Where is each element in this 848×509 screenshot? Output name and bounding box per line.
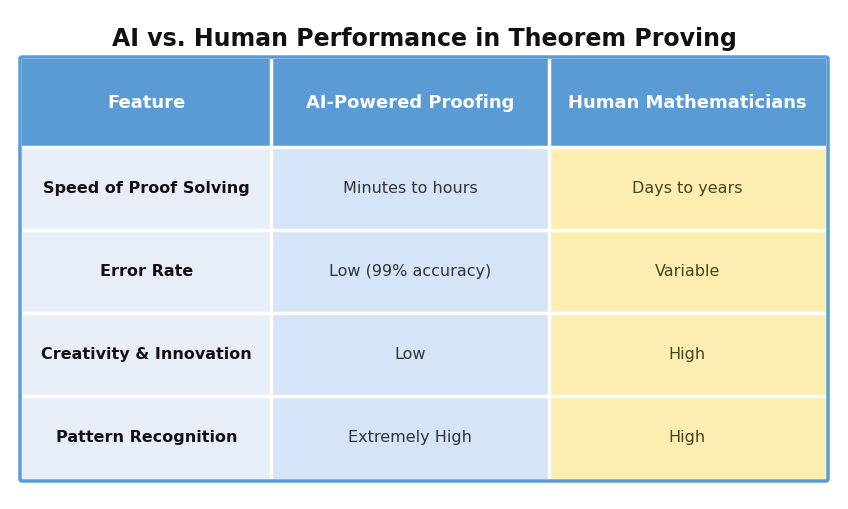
Bar <box>22 59 271 147</box>
Text: AI-Powered Proofing: AI-Powered Proofing <box>306 94 514 112</box>
Bar <box>549 396 826 479</box>
Text: AI vs. Human Performance in Theorem Proving: AI vs. Human Performance in Theorem Prov… <box>112 27 736 51</box>
Text: Variable: Variable <box>655 264 720 279</box>
Text: High: High <box>669 347 706 362</box>
Bar <box>22 396 271 479</box>
Text: Human Mathematicians: Human Mathematicians <box>568 94 806 112</box>
Text: Error Rate: Error Rate <box>100 264 193 279</box>
Text: Pattern Recognition: Pattern Recognition <box>56 430 237 445</box>
Bar <box>271 396 549 479</box>
Text: Feature: Feature <box>108 94 186 112</box>
Text: Days to years: Days to years <box>632 181 743 196</box>
Bar <box>22 230 271 313</box>
Text: Low: Low <box>394 347 426 362</box>
Bar <box>549 59 826 147</box>
Bar <box>549 147 826 230</box>
Bar <box>271 59 549 147</box>
Text: High: High <box>669 430 706 445</box>
Bar <box>271 313 549 396</box>
Bar <box>549 313 826 396</box>
Text: Minutes to hours: Minutes to hours <box>343 181 477 196</box>
Bar <box>271 147 549 230</box>
Bar <box>22 313 271 396</box>
Text: Extremely High: Extremely High <box>348 430 471 445</box>
Text: Creativity & Innovation: Creativity & Innovation <box>42 347 252 362</box>
Text: Low (99% accuracy): Low (99% accuracy) <box>329 264 491 279</box>
Bar <box>549 230 826 313</box>
Bar <box>271 230 549 313</box>
Text: Speed of Proof Solving: Speed of Proof Solving <box>43 181 250 196</box>
Bar <box>22 147 271 230</box>
